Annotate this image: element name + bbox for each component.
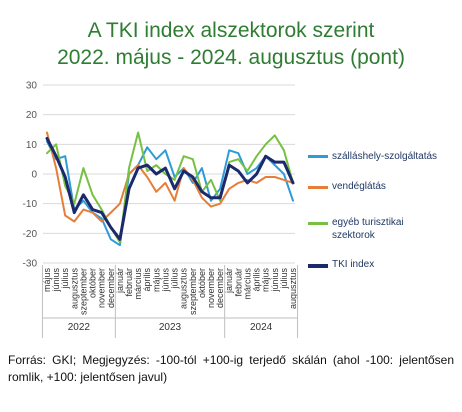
series-line bbox=[46, 131, 294, 244]
chart-title-line1: A TKI index alszektorok szerint bbox=[87, 19, 375, 42]
x-tick-label: július bbox=[60, 268, 70, 290]
x-tick-label: szeptember bbox=[188, 268, 198, 315]
legend-swatch bbox=[308, 222, 328, 225]
y-tick-label: 0 bbox=[31, 170, 37, 181]
x-tick-label: május bbox=[151, 268, 161, 293]
legend-label: egyéb turisztikai szektorok bbox=[332, 217, 404, 241]
y-tick-label: 20 bbox=[26, 110, 38, 121]
x-tick-label: július bbox=[170, 268, 180, 290]
x-tick-label: november bbox=[206, 268, 216, 308]
x-tick-label: május bbox=[261, 268, 271, 293]
x-tick-label: augusztus bbox=[69, 268, 79, 310]
year-label: 2024 bbox=[250, 322, 273, 333]
x-tick-label: január bbox=[115, 268, 125, 294]
x-tick-label: július bbox=[279, 268, 289, 290]
y-tick-label: 30 bbox=[26, 81, 38, 92]
x-tick-label: augusztus bbox=[288, 268, 298, 310]
x-tick-label: április bbox=[142, 268, 152, 292]
x-tick-label: március bbox=[242, 268, 252, 300]
x-tick-label: szeptember bbox=[78, 268, 88, 315]
y-tick-label: 10 bbox=[26, 140, 38, 151]
x-tick-label: március bbox=[133, 268, 143, 300]
x-tick-label: november bbox=[97, 268, 107, 308]
x-tick-label: február bbox=[124, 268, 134, 297]
x-tick-label: január bbox=[224, 268, 234, 294]
x-tick-label: december bbox=[215, 268, 225, 308]
year-label: 2023 bbox=[159, 322, 182, 333]
source-note: Forrás: GKI; Megjegyzés: -100-tól +100-i… bbox=[8, 353, 454, 384]
chart-title-line2: 2022. május - 2024. augusztus (pont) bbox=[57, 46, 405, 69]
x-tick-label: október bbox=[197, 268, 207, 298]
y-tick-label: -20 bbox=[23, 229, 38, 240]
y-tick-label: -30 bbox=[23, 259, 38, 270]
legend-swatch bbox=[308, 155, 328, 158]
legend-swatch bbox=[308, 264, 328, 268]
series-line bbox=[46, 140, 294, 247]
legend-label: vendéglátás bbox=[332, 181, 386, 192]
x-tick-label: május bbox=[42, 268, 52, 293]
x-tick-label: június bbox=[270, 268, 280, 293]
year-label: 2022 bbox=[68, 322, 91, 333]
x-tick-label: október bbox=[88, 268, 98, 298]
x-tick-label: december bbox=[106, 268, 116, 308]
x-tick-label: június bbox=[51, 268, 61, 293]
x-tick-label: augusztus bbox=[179, 268, 189, 310]
x-tick-label: június bbox=[160, 268, 170, 293]
legend-swatch bbox=[308, 186, 328, 189]
series-line bbox=[45, 136, 295, 241]
legend-label: TKI index bbox=[332, 259, 375, 270]
x-tick-label: április bbox=[252, 268, 262, 292]
x-tick-label: február bbox=[233, 268, 243, 297]
y-tick-label: -10 bbox=[23, 199, 38, 210]
legend-label: szálláshely-szolgáltatás bbox=[332, 151, 438, 162]
series-line bbox=[46, 131, 294, 223]
